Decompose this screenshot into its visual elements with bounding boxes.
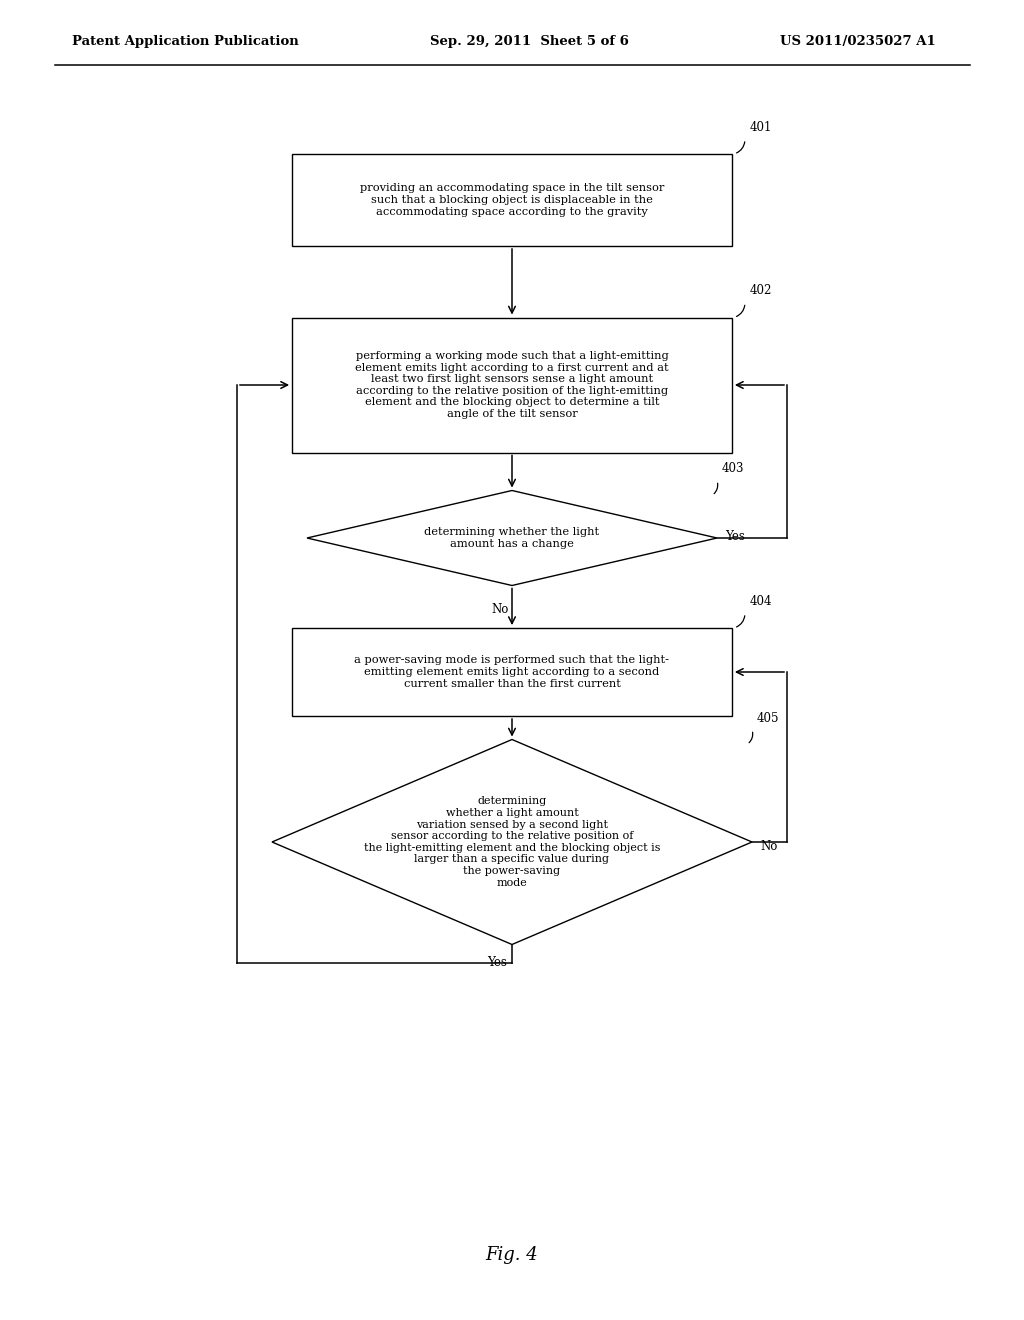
Text: determining
whether a light amount
variation sensed by a second light
sensor acc: determining whether a light amount varia… bbox=[364, 796, 660, 887]
Bar bbox=[292, 628, 732, 715]
Text: 402: 402 bbox=[750, 285, 772, 297]
Text: US 2011/0235027 A1: US 2011/0235027 A1 bbox=[780, 36, 936, 49]
Text: Fig. 4: Fig. 4 bbox=[485, 1246, 539, 1265]
Bar bbox=[292, 154, 732, 246]
Text: No: No bbox=[760, 841, 777, 854]
Polygon shape bbox=[307, 491, 717, 586]
Polygon shape bbox=[272, 739, 752, 945]
Text: 405: 405 bbox=[757, 711, 779, 725]
Text: 401: 401 bbox=[750, 121, 772, 135]
Text: a power-saving mode is performed such that the light-
emitting element emits lig: a power-saving mode is performed such th… bbox=[354, 656, 670, 689]
Text: performing a working mode such that a light-emitting
element emits light accordi: performing a working mode such that a li… bbox=[355, 351, 669, 418]
Text: 403: 403 bbox=[722, 462, 744, 475]
Text: determining whether the light
amount has a change: determining whether the light amount has… bbox=[424, 527, 600, 549]
Text: Yes: Yes bbox=[725, 529, 744, 543]
Text: Patent Application Publication: Patent Application Publication bbox=[72, 36, 299, 49]
Text: Yes: Yes bbox=[487, 957, 507, 969]
Text: 404: 404 bbox=[750, 595, 772, 609]
Text: No: No bbox=[492, 603, 509, 616]
Text: providing an accommodating space in the tilt sensor
such that a blocking object : providing an accommodating space in the … bbox=[359, 183, 665, 216]
Text: Sep. 29, 2011  Sheet 5 of 6: Sep. 29, 2011 Sheet 5 of 6 bbox=[430, 36, 629, 49]
Bar bbox=[292, 318, 732, 453]
